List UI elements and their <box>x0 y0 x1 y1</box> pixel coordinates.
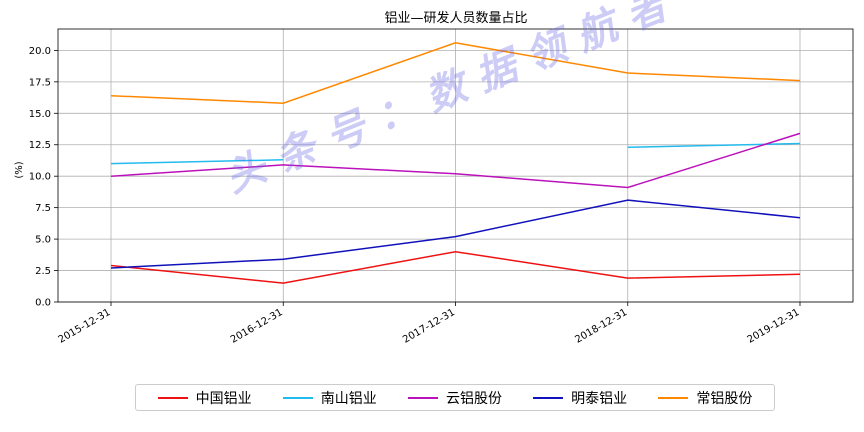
tick-labels: 0.0 2.5 5.0 7.5 10.0 12.5 15.0 17.5 20.0 2015-12-… <box>29 46 802 346</box>
legend-label: 常铝股份 <box>696 390 753 407</box>
y-tick-label: 2.5 <box>35 266 51 277</box>
y-axis-label: (%) <box>14 161 25 178</box>
y-tick-label: 10.0 <box>29 172 51 183</box>
legend-item: 云铝股份 <box>407 388 502 408</box>
y-tick-label: 12.5 <box>29 140 51 151</box>
x-tick-label: 2019-12-31 <box>746 307 802 346</box>
legend-label: 南山铝业 <box>320 390 377 407</box>
legend-swatch <box>282 396 313 399</box>
legend-label: 明泰铝业 <box>571 390 628 407</box>
legend-label: 云铝股份 <box>445 390 502 407</box>
legend-swatch <box>407 396 438 399</box>
legend-swatch <box>157 396 188 399</box>
legend: 中国铝业 南山铝业 云铝股份 明泰铝业 常铝股份 <box>135 384 775 411</box>
plot-frame <box>57 28 854 303</box>
chart-title: 铝业—研发人员数量占比 <box>384 10 527 26</box>
y-tick-label: 5.0 <box>35 235 51 246</box>
y-tick-label: 0.0 <box>35 298 51 309</box>
y-tick-label: 7.5 <box>35 203 51 214</box>
legend-swatch <box>533 396 564 399</box>
series-lines <box>110 42 801 284</box>
x-tick-label: 2018-12-31 <box>573 307 629 346</box>
series-line-3 <box>110 199 801 269</box>
x-tick-label: 2016-12-31 <box>229 307 285 346</box>
grid <box>58 29 853 303</box>
legend-swatch <box>658 396 689 399</box>
x-tick-label: 2017-12-31 <box>401 307 457 346</box>
series-line-0 <box>110 250 801 284</box>
x-tick-label: 2015-12-31 <box>57 307 113 346</box>
legend-item: 明泰铝业 <box>533 388 627 408</box>
series-line-1 <box>110 159 284 165</box>
series-line-1 <box>627 142 801 149</box>
legend-item: 常铝股份 <box>658 388 752 408</box>
y-tick-label: 20.0 <box>29 46 51 57</box>
legend-label: 中国铝业 <box>195 390 252 407</box>
legend-item: 中国铝业 <box>157 388 252 408</box>
y-tick-label: 15.0 <box>29 109 51 120</box>
axes <box>54 28 854 306</box>
legend-item: 南山铝业 <box>282 388 377 408</box>
y-tick-label: 17.5 <box>29 77 51 88</box>
series-line-2 <box>110 132 801 189</box>
series-line-4 <box>110 42 801 104</box>
